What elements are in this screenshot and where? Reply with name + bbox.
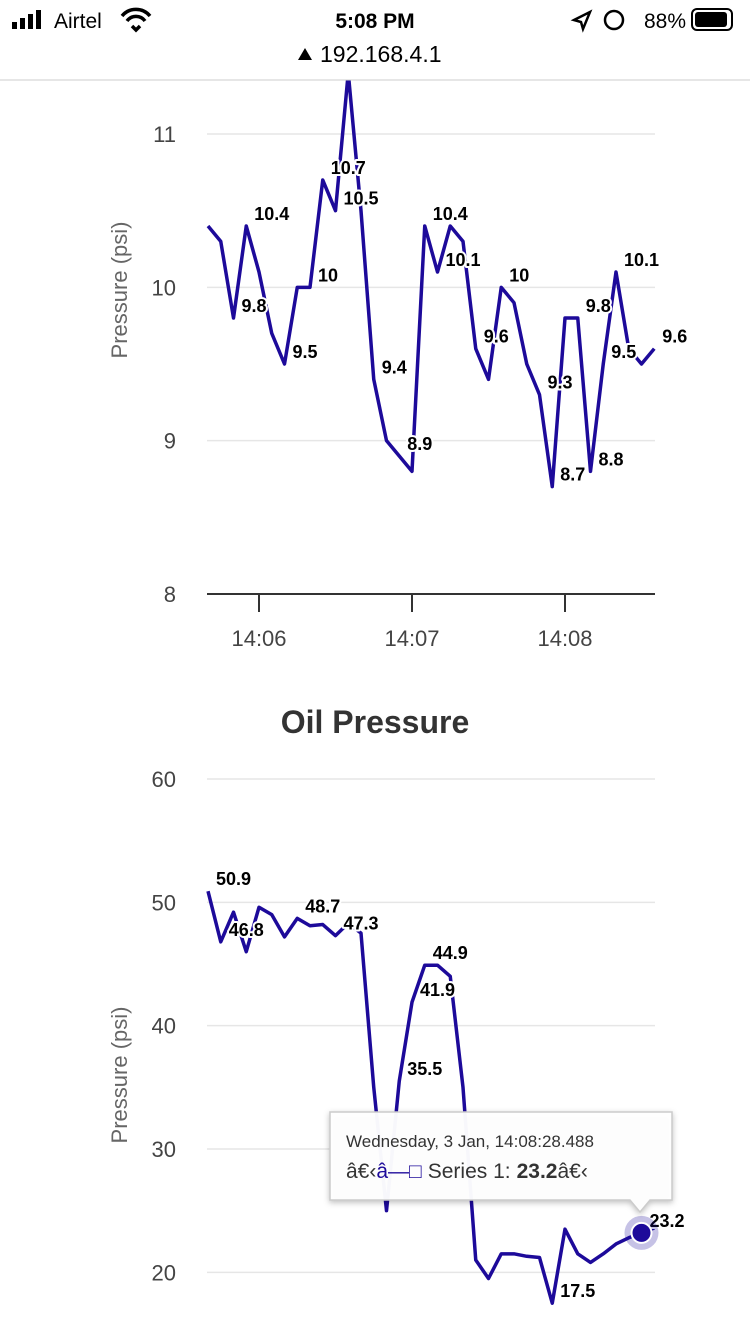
data-label: 23.2	[650, 1211, 685, 1231]
data-label: 9.4	[382, 357, 407, 377]
y-tick-label: 40	[152, 1014, 176, 1039]
data-label: 9.3	[548, 373, 573, 393]
data-label: 10.4	[433, 204, 468, 224]
tooltip-header: Wednesday, 3 Jan, 14:08:28.488	[346, 1132, 594, 1151]
y-tick-label: 50	[152, 890, 176, 915]
x-tick-label: 14:07	[384, 626, 439, 651]
y-tick-label: 60	[152, 767, 176, 792]
battery-icon	[691, 8, 733, 31]
y-axis-label: Pressure (psi)	[107, 222, 132, 359]
y-tick-label: 20	[152, 1260, 176, 1285]
y-tick-label: 8	[164, 582, 176, 607]
data-label: 10.4	[254, 204, 289, 224]
data-label: 17.5	[560, 1281, 595, 1301]
data-label: 48.7	[305, 896, 340, 916]
tooltip-name: Series 1:	[428, 1160, 511, 1183]
data-label: 8.8	[599, 449, 624, 469]
data-label: 47.3	[344, 914, 379, 934]
data-label: 46.8	[229, 920, 264, 940]
tooltip-suffix: â€‹	[557, 1160, 587, 1183]
battery-level	[695, 12, 727, 27]
data-label: 10	[318, 265, 338, 285]
clock: 5:08 PM	[335, 10, 414, 33]
data-label: 9.6	[484, 327, 509, 347]
data-label: 9.5	[611, 342, 636, 362]
data-label: 10.1	[446, 250, 481, 270]
x-tick-label: 14:08	[537, 626, 592, 651]
y-tick-label: 9	[164, 429, 176, 454]
tooltip-prefix: â€‹	[346, 1160, 376, 1183]
signal-icon	[12, 10, 41, 29]
series-line	[206, 890, 655, 1305]
data-label: 10.7	[331, 158, 366, 178]
hover-marker	[630, 1221, 653, 1244]
tooltip-box	[329, 1111, 673, 1214]
data-label: 41.9	[420, 980, 455, 1000]
tooltip-line: â€‹â—□ Series 1: 23.2â€‹	[346, 1160, 588, 1183]
data-label: 44.9	[433, 943, 468, 963]
plots: Pressure (psi) 8 9 10 11 14:06 14:07 14:08 9.8 10…	[107, 70, 689, 1305]
url: 192.168.4.1	[320, 41, 442, 67]
series-line	[206, 70, 656, 489]
warning-icon	[298, 48, 312, 60]
data-label: 8.9	[407, 434, 432, 454]
y-tick-label: 10	[152, 275, 176, 300]
x-tick-label: 14:06	[231, 626, 286, 651]
data-label: 8.7	[560, 465, 585, 485]
tooltip-symbol: â—□	[376, 1160, 422, 1183]
tooltip-value: 23.2	[517, 1160, 558, 1183]
data-label: 50.9	[216, 869, 251, 889]
data-label: 35.5	[407, 1059, 442, 1079]
data-label: 9.5	[293, 342, 318, 362]
chart-title: Oil Pressure	[281, 704, 470, 740]
data-label: 10.5	[344, 189, 379, 209]
carrier: Airtel	[54, 10, 102, 33]
location-icon	[570, 9, 593, 33]
y-tick-label: 11	[153, 122, 176, 147]
wifi-icon	[120, 7, 152, 33]
y-tick-label: 30	[152, 1137, 176, 1162]
rotation-lock-icon	[603, 9, 625, 31]
data-label: 10	[509, 265, 529, 285]
data-label: 9.6	[662, 327, 687, 347]
data-label: 9.8	[242, 296, 267, 316]
y-axis-label: Pressure (psi)	[107, 1007, 132, 1144]
battery-percent: 88%	[644, 10, 686, 33]
data-label: 9.8	[586, 296, 611, 316]
data-label: 10.1	[624, 250, 659, 270]
